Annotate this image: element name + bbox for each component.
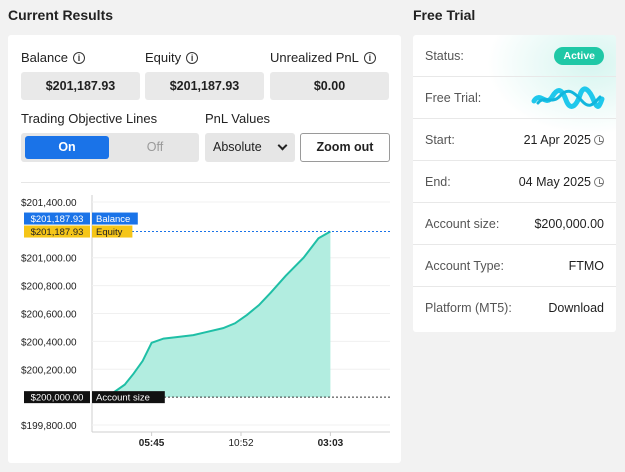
y-tick-label: $199,800.00: [21, 421, 77, 432]
zoom-out-button[interactable]: Zoom out: [300, 133, 390, 162]
divider: [21, 182, 390, 183]
name-tag-bg: [92, 391, 165, 404]
account-type-value: FTMO: [568, 259, 604, 273]
x-tick-label: 03:03: [318, 438, 344, 449]
objective-lines-toggle: On Off: [21, 133, 199, 162]
pnl-values-select[interactable]: Absolute: [205, 133, 295, 162]
status-badge: Active: [554, 47, 604, 65]
value-tag-bg: [24, 212, 90, 225]
name-tag-bg: [92, 212, 138, 225]
toggle-on-button[interactable]: On: [25, 136, 109, 159]
unrealized-pnl-label: Unrealized PnL i: [270, 50, 376, 65]
start-value-wrap: 21 Apr 2025: [524, 133, 604, 147]
name-tag-label: Account size: [96, 393, 150, 404]
platform-download-link[interactable]: Download: [548, 301, 604, 315]
equity-value: $201,187.93: [145, 72, 264, 100]
platform-row: Platform (MT5): Download: [413, 287, 616, 329]
info-icon[interactable]: i: [363, 51, 376, 64]
y-tick-label: $200,200.00: [21, 365, 77, 376]
equity-label: Equity i: [145, 50, 199, 65]
info-icon[interactable]: i: [72, 51, 85, 64]
account-type-row: Account Type: FTMO: [413, 245, 616, 287]
status-key: Status:: [425, 49, 464, 63]
balance-label: Balance i: [21, 50, 85, 65]
x-tick-label: 05:45: [139, 438, 165, 449]
balance-label-text: Balance: [21, 50, 68, 65]
value-tag-bg: [24, 225, 90, 238]
account-type-key: Account Type:: [425, 259, 504, 273]
equity-line: [103, 230, 331, 399]
end-value-wrap: 04 May 2025: [519, 175, 604, 189]
account-size-key: Account size:: [425, 217, 500, 231]
free-trial-key: Free Trial:: [425, 91, 482, 105]
pnl-values-label: PnL Values: [205, 111, 271, 126]
start-value: 21 Apr 2025: [523, 133, 591, 147]
free-trial-card: Status: Active Free Trial: Start: 21 Apr…: [413, 35, 616, 332]
value-tag-label: $201,187.93: [31, 227, 84, 238]
value-tag-bg: [24, 391, 90, 404]
redacted-scribble-icon: [531, 86, 605, 109]
free-trial-title: Free Trial: [413, 7, 476, 23]
equity-area: [103, 231, 331, 398]
y-tick-label: $200,400.00: [21, 337, 77, 348]
unrealized-pnl-label-text: Unrealized PnL: [270, 50, 359, 65]
info-icon[interactable]: i: [186, 51, 199, 64]
end-row: End: 04 May 2025: [413, 161, 616, 203]
unrealized-pnl-value: $0.00: [270, 72, 389, 100]
balance-value: $201,187.93: [21, 72, 140, 100]
account-size-row: Account size: $200,000.00: [413, 203, 616, 245]
equity-label-text: Equity: [145, 50, 182, 65]
value-tag-label: $201,187.93: [31, 214, 84, 225]
y-tick-label: $200,800.00: [21, 282, 77, 293]
y-tick-label: $201,400.00: [21, 198, 77, 209]
platform-key: Platform (MT5):: [425, 301, 512, 315]
pnl-values-selected: Absolute: [213, 140, 262, 154]
clock-icon: [594, 177, 604, 187]
account-size-value: $200,000.00: [534, 217, 604, 231]
clock-icon: [594, 135, 604, 145]
end-key: End:: [425, 175, 451, 189]
current-results-title: Current Results: [8, 7, 114, 23]
name-tag-bg: [92, 225, 133, 238]
x-tick-label: 10:52: [228, 438, 253, 449]
toggle-off-button[interactable]: Off: [146, 140, 164, 154]
status-row: Status: Active: [413, 35, 616, 77]
free-trial-row: Free Trial:: [413, 77, 616, 119]
start-key: Start:: [425, 133, 455, 147]
trading-objective-lines-label: Trading Objective Lines: [21, 111, 158, 126]
value-tag-label: $200,000.00: [31, 393, 84, 404]
name-tag-label: Equity: [96, 227, 123, 238]
y-tick-label: $201,000.00: [21, 254, 77, 265]
current-results-card: Balance i Equity i Unrealized PnL i $201…: [8, 35, 401, 463]
equity-chart: $201,400.00 $201,000.00 $200,800.00 $200,60…: [21, 195, 390, 449]
name-tag-label: Balance: [96, 214, 130, 225]
y-tick-label: $200,600.00: [21, 310, 77, 321]
start-row: Start: 21 Apr 2025: [413, 119, 616, 161]
end-value: 04 May 2025: [518, 175, 591, 189]
